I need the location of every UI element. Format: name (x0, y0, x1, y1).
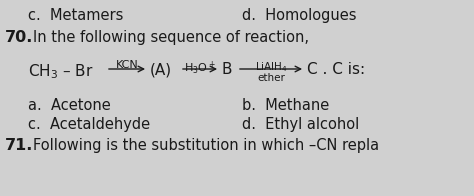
Text: 70.: 70. (5, 30, 33, 45)
Text: ether: ether (257, 73, 285, 83)
Text: $\mathrm{CH_3}$ – Br: $\mathrm{CH_3}$ – Br (28, 62, 94, 81)
Text: Following is the substitution in which –CN repla: Following is the substitution in which –… (33, 138, 379, 153)
Text: 71.: 71. (5, 138, 33, 153)
Text: (A): (A) (150, 62, 172, 77)
Text: B: B (222, 62, 233, 77)
Text: a.  Acetone: a. Acetone (28, 98, 111, 113)
Text: b.  Methane: b. Methane (242, 98, 329, 113)
Text: C . C is:: C . C is: (307, 62, 365, 77)
Text: $\mathrm{H_3O^+}$: $\mathrm{H_3O^+}$ (184, 60, 216, 77)
Text: $\mathrm{LiAlH_4}$: $\mathrm{LiAlH_4}$ (255, 60, 287, 74)
Text: In the following sequence of reaction,: In the following sequence of reaction, (33, 30, 309, 45)
Text: d.  Ethyl alcohol: d. Ethyl alcohol (242, 117, 359, 132)
Text: c.  Metamers: c. Metamers (28, 8, 123, 23)
Text: c.  Acetaldehyde: c. Acetaldehyde (28, 117, 150, 132)
Text: KCN: KCN (116, 60, 138, 70)
Text: d.  Homologues: d. Homologues (242, 8, 356, 23)
